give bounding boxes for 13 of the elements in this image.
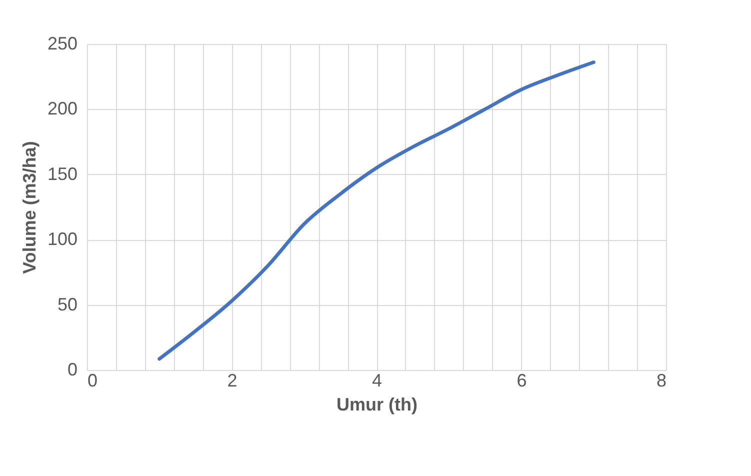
x-tick-label: 4 [372,370,382,390]
y-axis-title: Volume (m3/ha) [19,141,40,274]
y-tick-label: 250 [47,34,78,54]
x-tick-label: 6 [516,370,527,390]
y-tick-label: 150 [47,164,78,184]
y-tick-label: 100 [47,229,78,250]
x-tick-label: 2 [227,370,238,390]
x-tick-label: 8 [656,370,666,390]
x-axis-title: Umur (th) [336,394,418,414]
y-tick-label: 50 [57,294,78,314]
line-series [158,60,596,361]
y-tick-label: 200 [47,98,78,119]
x-tick-label: 0 [88,370,98,390]
